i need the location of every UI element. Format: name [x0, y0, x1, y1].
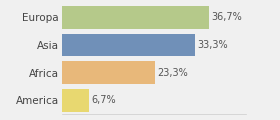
Text: 6,7%: 6,7% [91, 95, 116, 105]
Bar [62, 34, 195, 56]
Text: 23,3%: 23,3% [158, 68, 188, 78]
Bar [62, 6, 209, 29]
Bar [62, 89, 88, 111]
Text: 33,3%: 33,3% [198, 40, 228, 50]
Text: 36,7%: 36,7% [211, 12, 242, 22]
Bar [62, 61, 155, 84]
